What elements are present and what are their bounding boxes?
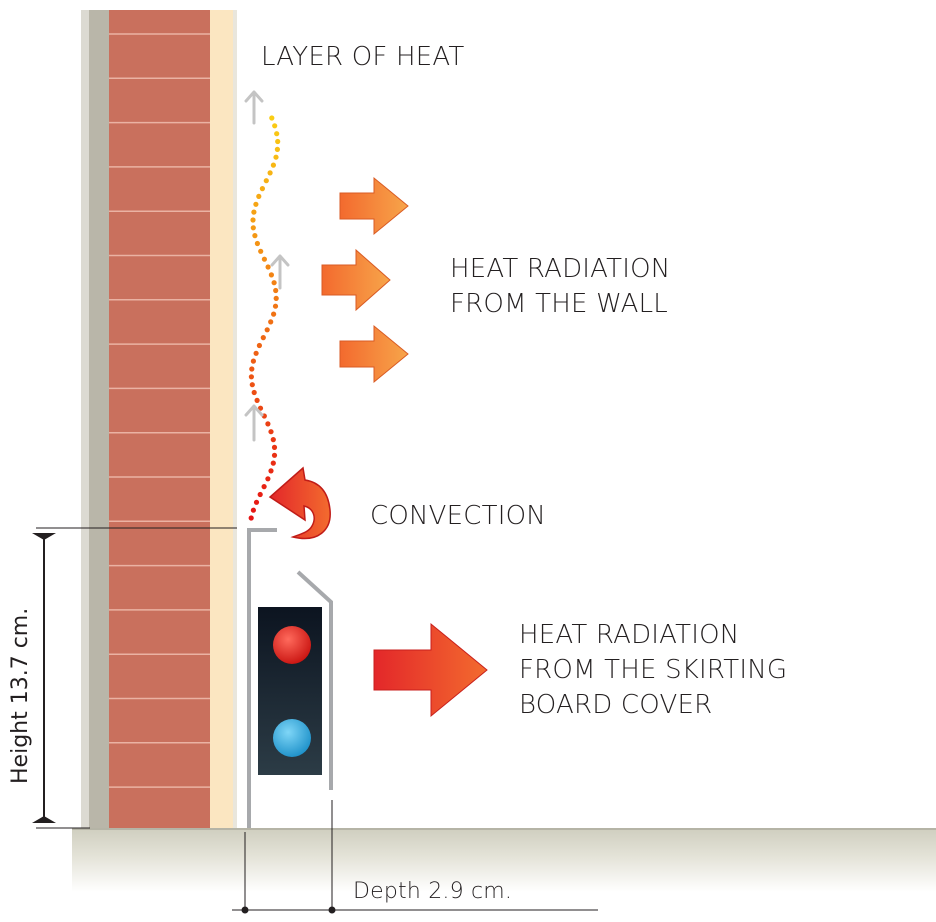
convection-label: CONVECTION bbox=[370, 501, 546, 531]
heat-dot bbox=[253, 350, 259, 356]
heat-dot bbox=[270, 437, 276, 443]
heat-dot bbox=[256, 193, 262, 199]
heat-dot bbox=[250, 507, 256, 513]
heat-dot bbox=[259, 186, 265, 192]
heat-dot bbox=[261, 484, 267, 490]
heat-dot bbox=[273, 287, 279, 294]
heat-dot bbox=[268, 272, 274, 278]
depth-dimension bbox=[232, 800, 598, 914]
heat-dot bbox=[260, 335, 266, 341]
heat-dot bbox=[258, 248, 264, 254]
heat-dot bbox=[273, 295, 279, 301]
heat-dot bbox=[271, 452, 278, 458]
heat-dot bbox=[253, 201, 259, 207]
heat-dot bbox=[257, 405, 264, 411]
heat-dot bbox=[274, 146, 280, 152]
right-arrow-icon bbox=[321, 176, 409, 384]
heat-dot bbox=[254, 240, 260, 247]
heat-dot bbox=[268, 429, 274, 435]
heat-dot bbox=[265, 476, 271, 482]
up-arrow-icon bbox=[244, 90, 290, 442]
heat-dot bbox=[261, 256, 267, 262]
depth-label: Depth 2.9 cm. bbox=[353, 879, 513, 904]
curved-arrow-icon bbox=[268, 466, 331, 540]
heat-dot bbox=[252, 233, 258, 239]
heat-dot bbox=[256, 342, 262, 349]
skirting-board-cover bbox=[247, 528, 333, 828]
heat-dot bbox=[250, 225, 256, 231]
heat-dot bbox=[267, 170, 273, 176]
wall-inner-edge bbox=[233, 10, 237, 828]
height-label: Height 13.7 cm. bbox=[8, 607, 33, 784]
heat-dot bbox=[249, 366, 255, 372]
heat-dot bbox=[271, 444, 278, 450]
heat-dot bbox=[251, 389, 257, 396]
heat-dot bbox=[270, 460, 276, 466]
heat-dot bbox=[271, 311, 277, 317]
heat-dot bbox=[251, 209, 257, 215]
wall-plaster bbox=[89, 10, 109, 828]
heat-dot bbox=[272, 123, 278, 129]
heat-dot bbox=[272, 303, 279, 309]
heat-dot bbox=[263, 178, 269, 184]
wall-outer-edge bbox=[81, 10, 89, 828]
hot-pipe bbox=[273, 626, 311, 664]
heating-element bbox=[258, 607, 322, 775]
heat-dot bbox=[269, 115, 275, 121]
heat-dot bbox=[248, 515, 254, 521]
heat-dot bbox=[264, 327, 270, 333]
cold-pipe bbox=[273, 719, 311, 757]
heat-radiation-skirting-label: HEAT RADIATION FROM THE SKIRTING BOARD C… bbox=[519, 620, 788, 720]
heat-dot bbox=[253, 499, 260, 505]
heat-dot bbox=[275, 138, 281, 145]
layer-of-heat-label: LAYER OF HEAT bbox=[261, 42, 465, 72]
heat-dot bbox=[270, 162, 276, 168]
wall-brick bbox=[109, 10, 210, 828]
heat-radiation-wall-label: HEAT RADIATION FROM THE WALL bbox=[450, 254, 671, 319]
heat-dot bbox=[257, 491, 263, 498]
heat-dot bbox=[273, 154, 279, 160]
heat-dot bbox=[250, 358, 256, 364]
heat-dot bbox=[250, 217, 256, 223]
heat-dot bbox=[265, 264, 271, 270]
heat-dot bbox=[268, 319, 274, 325]
heat-dot bbox=[249, 382, 255, 388]
height-dimension bbox=[32, 527, 237, 829]
right-arrow-icon bbox=[373, 622, 488, 718]
heat-dot bbox=[274, 131, 280, 137]
heat-dot bbox=[268, 468, 274, 474]
layer-of-heat-dots bbox=[248, 115, 281, 521]
heat-dot bbox=[271, 280, 277, 286]
wall-insulation bbox=[210, 10, 233, 828]
heat-dot bbox=[254, 397, 260, 403]
heat-dot bbox=[265, 421, 271, 427]
floor bbox=[72, 828, 936, 892]
heat-dot bbox=[248, 374, 254, 380]
